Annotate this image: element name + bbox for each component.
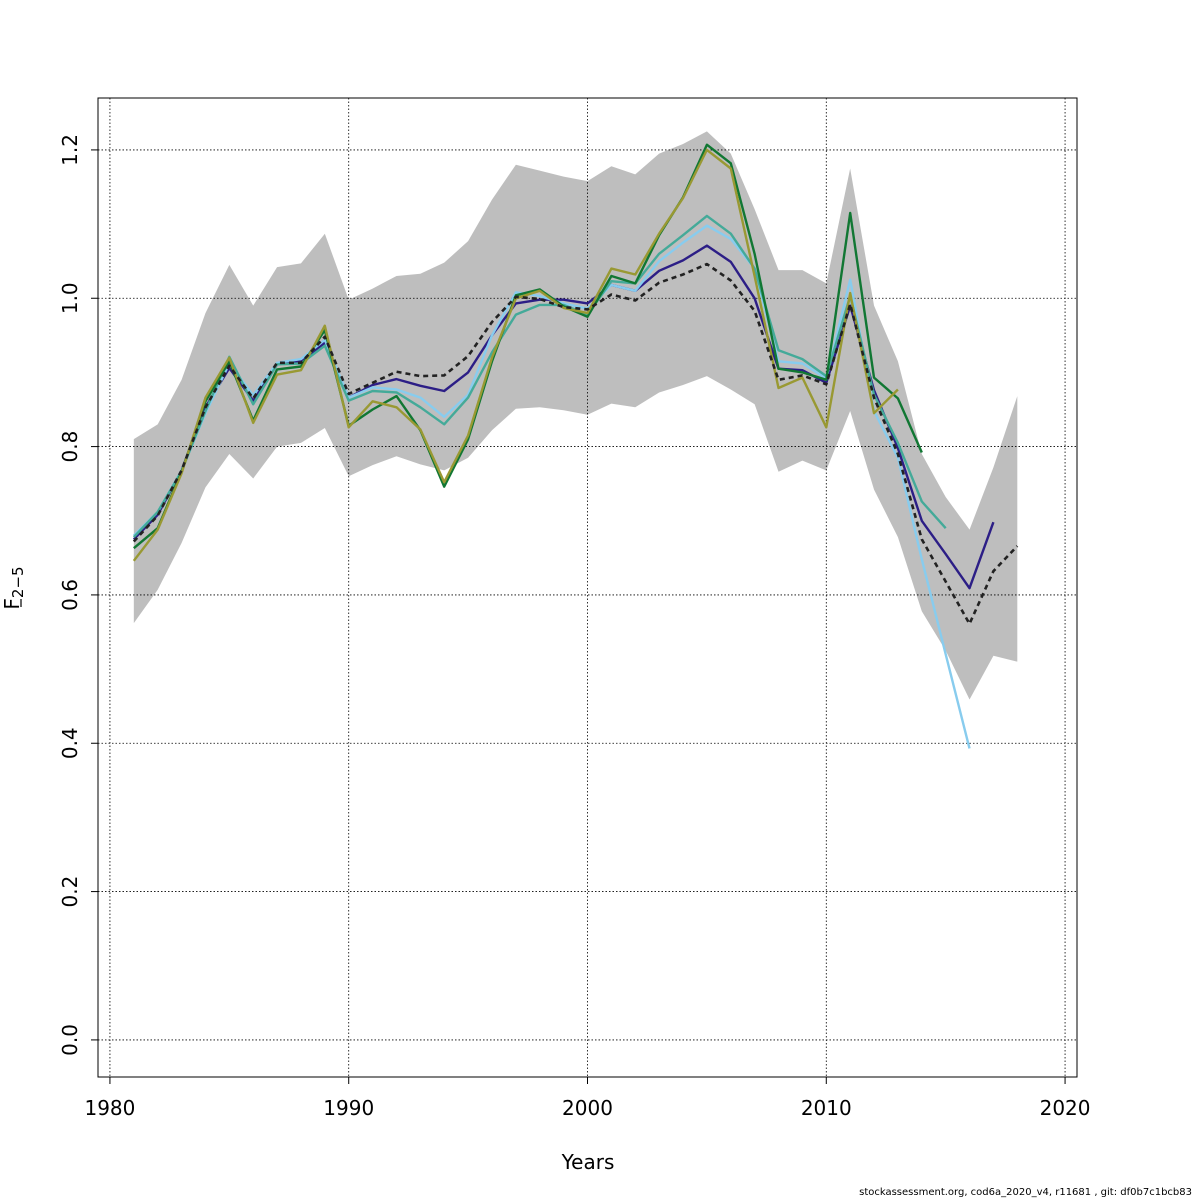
y-axis-title: F2−5 [0,566,27,609]
y-tick-label: 0.4 [58,727,82,759]
series-line-peel-4 [133,143,923,550]
y-tick-label: 1.2 [58,134,82,166]
x-tick-label: 2020 [1040,1096,1091,1120]
x-axis-title: Years [561,1150,615,1174]
x-axis: 1980 1990 2000 2010 2020 [84,1077,1091,1120]
y-tick-label: 0.2 [58,876,82,908]
x-tick-label: 1980 [84,1096,135,1120]
x-tick-label: 2010 [801,1096,852,1120]
x-tick-label: 1990 [323,1096,374,1120]
y-tick-label: 0.8 [58,431,82,463]
footer-credit: stockassessment.org, cod6a_2020_v4, r116… [859,1187,1192,1198]
series-line-base-dashed- [132,262,1019,626]
series-line-peel-3 [132,214,947,538]
series-layer [132,143,1019,749]
y-axis-title-main: F [0,598,24,610]
y-tick-label: 1.0 [58,282,82,314]
y-axis-title-text: F2−5 [0,566,27,609]
confidence-band [133,131,1018,700]
y-axis: 0.0 0.2 0.4 0.6 0.8 1.0 1.2 [58,134,98,1056]
y-tick-label: 0.0 [58,1024,82,1056]
grid-layer [98,98,1077,1077]
y-tick-label: 0.6 [58,579,82,611]
x-tick-label: 2000 [562,1096,613,1120]
y-axis-title-sub: 2−5 [9,566,27,598]
confidence-band-layer [133,131,1018,700]
